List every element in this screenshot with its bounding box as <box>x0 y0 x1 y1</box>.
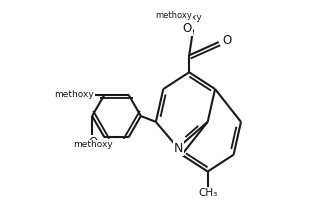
Text: methoxy: methoxy <box>73 140 112 150</box>
Text: O: O <box>182 22 192 35</box>
Text: O: O <box>88 136 97 149</box>
Text: methoxy: methoxy <box>55 90 95 99</box>
Text: CH₃: CH₃ <box>198 188 217 198</box>
Text: O: O <box>222 34 231 48</box>
Text: methoxy: methoxy <box>162 13 202 22</box>
Text: N: N <box>174 142 183 155</box>
Text: O: O <box>78 88 87 101</box>
Text: methoxy: methoxy <box>156 11 193 20</box>
